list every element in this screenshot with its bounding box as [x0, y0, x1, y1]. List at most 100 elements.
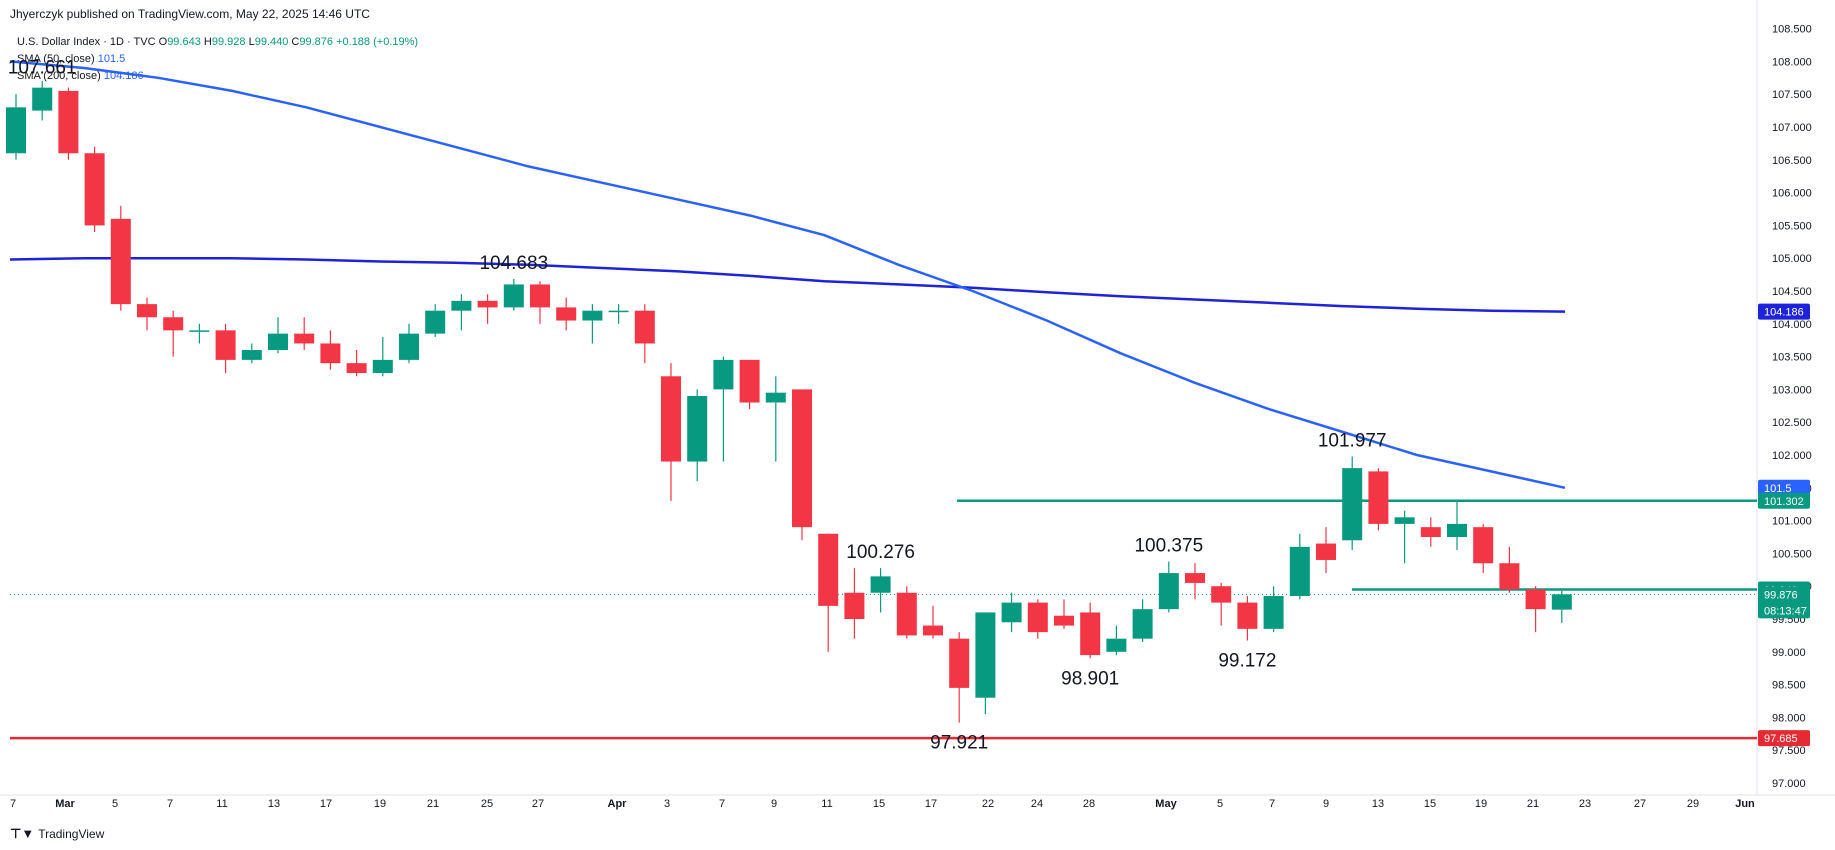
price-annotation: 97.921 [930, 733, 988, 754]
candle-body [1054, 615, 1074, 626]
candle-body [975, 612, 996, 698]
x-tick-label: Apr [608, 798, 628, 810]
y-tick-label: 107.500 [1772, 89, 1812, 101]
candle-body [451, 300, 472, 311]
y-tick-label: 98.500 [1772, 680, 1806, 692]
y-tick-label: 108.500 [1772, 24, 1812, 36]
x-tick-label: 15 [873, 798, 885, 810]
candle-body [1525, 589, 1546, 610]
candle-body [1132, 609, 1153, 639]
candle-body [32, 87, 53, 111]
ohlc-close-label: C [291, 36, 300, 48]
y-tick-label: 106.000 [1772, 188, 1812, 200]
x-tick-label: 19 [1475, 798, 1487, 810]
candle-body [294, 333, 315, 344]
x-tick-label: 13 [1372, 798, 1384, 810]
candle-body [399, 333, 419, 360]
candle-body [6, 107, 26, 154]
ohlc-low-label: L [248, 36, 255, 48]
candle-body [1106, 638, 1127, 652]
price-change: +0.188 (+0.19%) [336, 36, 419, 48]
sma200-label: SMA (200, close) [17, 70, 101, 82]
price-annotation: 104.683 [479, 253, 548, 274]
candle-body [1420, 527, 1441, 537]
y-tick-label: 103.000 [1772, 384, 1812, 396]
candle-body [792, 389, 812, 528]
candle-body [1237, 602, 1258, 629]
x-tick-label: 27 [1634, 798, 1646, 810]
y-tick-label: 100.500 [1772, 548, 1812, 560]
x-tick-label: 28 [1083, 798, 1095, 810]
x-tick-label: 9 [771, 798, 777, 810]
price-annotation: 98.901 [1061, 668, 1119, 689]
tradingview-brand: TradingView [38, 827, 105, 841]
candle-body [320, 343, 341, 364]
price-annotation: 100.276 [846, 542, 915, 563]
price-annotation: 100.375 [1134, 536, 1203, 557]
x-tick-label: 11 [821, 798, 832, 810]
candle-body [215, 330, 236, 360]
x-tick-label: 21 [427, 798, 439, 810]
candle-body [556, 307, 577, 321]
tradingview-logo: ⊤▼ TradingView [10, 826, 104, 842]
candle-body [1316, 543, 1336, 560]
candle-body [1368, 471, 1389, 524]
y-tick-label: 104.500 [1772, 286, 1812, 298]
symbol-title[interactable]: U.S. Dollar Index · 1D · TVC [17, 36, 156, 48]
x-tick-label: 5 [1217, 798, 1223, 810]
candle-body [163, 317, 184, 331]
candle-body [372, 359, 393, 373]
candle-body [477, 300, 498, 308]
sma50-row[interactable]: SMA (50, close) 101.5 [17, 51, 418, 68]
publish-credit: Jhyerczyk published on TradingView.com, … [10, 7, 370, 21]
candle-body [923, 625, 943, 636]
y-tick-label: 106.500 [1772, 155, 1812, 167]
x-tick-label: 23 [1579, 798, 1591, 810]
y-tick-label: 98.000 [1772, 712, 1806, 724]
y-tick-label: 107.000 [1772, 122, 1812, 134]
sma200-row[interactable]: SMA (200, close) 104.186 [17, 68, 418, 85]
candle-body [530, 284, 550, 308]
candle-body [1342, 468, 1363, 541]
candle-body [110, 218, 131, 305]
ohlc-close: 99.876 [299, 36, 334, 48]
x-tick-label: 29 [1687, 798, 1699, 810]
candle-body [870, 576, 891, 593]
chart-legend: U.S. Dollar Index · 1D · TVC O99.643 H99… [17, 34, 418, 85]
candle-body [1211, 586, 1232, 603]
candle-body [949, 638, 970, 688]
candle-body [1499, 563, 1520, 590]
candle-body [582, 310, 603, 321]
candle-body [346, 363, 367, 373]
candle-body [818, 533, 839, 606]
x-tick-label: 9 [1323, 798, 1329, 810]
candle-body [634, 310, 655, 344]
candle-body [1158, 573, 1179, 610]
candle-body [1289, 546, 1310, 597]
candle-body [713, 359, 734, 390]
y-tick-label: 97.000 [1772, 778, 1806, 790]
candle-body [84, 153, 105, 226]
x-tick-label: 17 [320, 798, 332, 810]
candle-body [425, 310, 446, 334]
candle-body [765, 392, 786, 403]
x-tick-label: 27 [532, 798, 544, 810]
support-tag-97685-bg [1758, 730, 1810, 747]
y-tick-label: 105.500 [1772, 220, 1812, 232]
candle-body [1394, 517, 1415, 524]
tradingview-logo-icon: ⊤▼ [10, 826, 35, 841]
ohlc-high: 99.928 [211, 36, 246, 48]
price-annotation: 99.172 [1218, 651, 1276, 672]
x-tick-label: 7 [719, 798, 725, 810]
candle-body [1447, 523, 1467, 537]
candle-body [661, 376, 681, 462]
candle-body [608, 310, 629, 313]
support-tag-97685: 97.685 [1764, 733, 1798, 745]
candle-body [1080, 612, 1101, 656]
sma200-tag-bg [1758, 303, 1810, 320]
ohlc-high-label: H [203, 36, 212, 48]
candle-body [739, 359, 760, 403]
x-tick-label: 25 [481, 798, 493, 810]
x-tick-label: May [1155, 798, 1177, 810]
